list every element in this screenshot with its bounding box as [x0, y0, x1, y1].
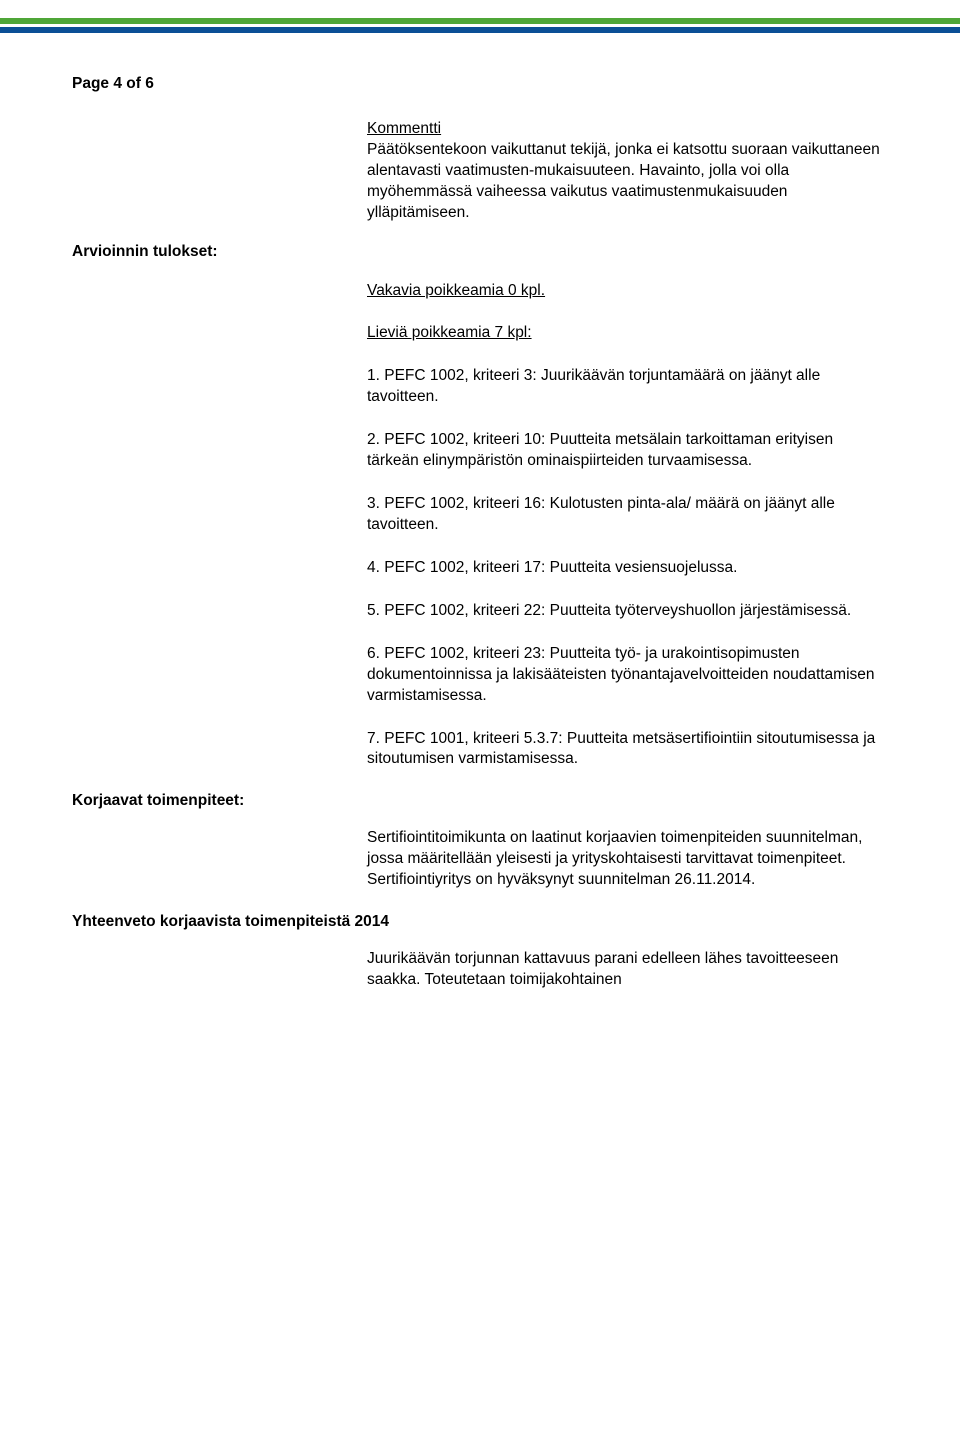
page-number: Page 4 of 6: [72, 75, 888, 93]
deviation-item: 1. PEFC 1002, kriteeri 3: Juurikäävän to…: [367, 366, 888, 408]
page-content: Page 4 of 6 Kommentti Päätöksentekoon va…: [0, 33, 960, 991]
summary-block: Juurikäävän torjunnan kattavuus parani e…: [367, 949, 888, 991]
assessment-block: Vakavia poikkeamia 0 kpl. Lieviä poikkea…: [367, 281, 888, 771]
summary-body: Juurikäävän torjunnan kattavuus parani e…: [367, 949, 888, 991]
comment-block: Kommentti Päätöksentekoon vaikuttanut te…: [367, 119, 888, 224]
deviation-item: 2. PEFC 1002, kriteeri 10: Puutteita met…: [367, 430, 888, 472]
accent-bar-green: [0, 18, 960, 24]
deviation-item: 5. PEFC 1002, kriteeri 22: Puutteita työ…: [367, 601, 888, 622]
deviation-item: 6. PEFC 1002, kriteeri 23: Puutteita työ…: [367, 644, 888, 707]
deviation-item: 7. PEFC 1001, kriteeri 5.3.7: Puutteita …: [367, 729, 888, 771]
deviation-item: 4. PEFC 1002, kriteeri 17: Puutteita ves…: [367, 558, 888, 579]
corrective-body: Sertifiointitoimikunta on laatinut korja…: [367, 828, 888, 891]
assessment-label: Arvioinnin tulokset:: [72, 242, 888, 263]
summary-label: Yhteenveto korjaavista toimenpiteistä 20…: [72, 913, 888, 931]
comment-title: Kommentti: [367, 119, 888, 140]
header-accent-bars: [0, 18, 960, 33]
severe-deviations: Vakavia poikkeamia 0 kpl.: [367, 281, 888, 302]
corrective-block: Sertifiointitoimikunta on laatinut korja…: [367, 828, 888, 891]
deviation-item: 3. PEFC 1002, kriteeri 16: Kulotusten pi…: [367, 494, 888, 536]
comment-body: Päätöksentekoon vaikuttanut tekijä, jonk…: [367, 140, 888, 224]
minor-deviations-label: Lieviä poikkeamia 7 kpl:: [367, 323, 888, 344]
corrective-label: Korjaavat toimenpiteet:: [72, 792, 888, 810]
